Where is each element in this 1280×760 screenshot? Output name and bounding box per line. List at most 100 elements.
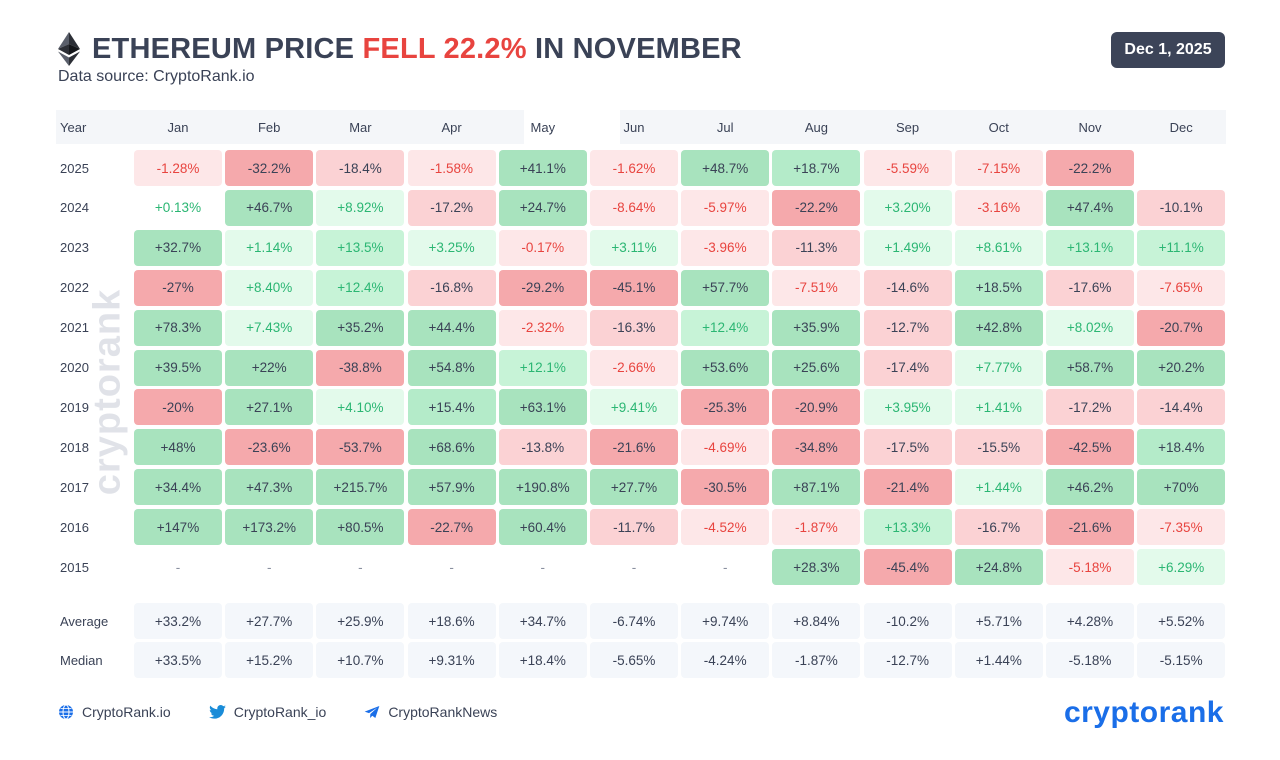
- cell-2021-dec: -20.7%: [1137, 309, 1226, 346]
- summary-median-dec: -5.15%: [1137, 642, 1226, 678]
- summary-label-average: Average: [60, 613, 109, 629]
- year-label-2020: 2020: [60, 360, 89, 375]
- cell-2022-jul: +57.7%: [681, 269, 770, 306]
- cell-2018-sep: -17.5%: [863, 429, 952, 466]
- cell-2023-apr: +3.25%: [407, 229, 496, 266]
- cell-2021-may: -2.32%: [498, 309, 587, 346]
- summary-median-mar: +10.7%: [316, 642, 405, 678]
- cell-2017-may: +190.8%: [498, 469, 587, 506]
- cell-2015-nov: -5.18%: [1046, 549, 1134, 585]
- cell-2022-sep: -14.6%: [863, 269, 952, 306]
- year-label-2025: 2025: [60, 160, 89, 176]
- cell-2020-dec: +20.2%: [1137, 349, 1226, 386]
- header-band: [56, 110, 1226, 144]
- summary-median-jan: +33.5%: [134, 642, 222, 678]
- cell-2016-nov: -21.6%: [1046, 509, 1134, 546]
- cell-2016-jul: -4.52%: [681, 509, 770, 546]
- globe-icon: [59, 704, 73, 720]
- cell-2021-jan: +78.3%: [134, 309, 222, 346]
- watermark: cryptorank: [86, 288, 129, 496]
- summary-median-jun: -5.65%: [590, 642, 678, 678]
- cell-2018-oct: -15.5%: [954, 429, 1043, 466]
- cell-2024-oct: -3.16%: [954, 189, 1043, 226]
- cell-2023-jul: -3.96%: [681, 229, 770, 266]
- cell-2018-dec: +18.4%: [1137, 429, 1226, 466]
- footer-twitter[interactable]: CryptoRank_io: [208, 704, 326, 720]
- cell-2017-jun: +27.7%: [590, 469, 678, 506]
- cell-2025-aug: +18.7%: [772, 150, 861, 186]
- cell-2016-mar: +80.5%: [316, 509, 405, 546]
- cell-2023-may: -0.17%: [498, 229, 587, 266]
- footer-website-label: CryptoRank.io: [82, 704, 171, 720]
- footer-telegram[interactable]: CryptoRankNews: [364, 704, 497, 720]
- cell-2015-apr: -: [449, 559, 454, 575]
- cell-2016-sep: +13.3%: [863, 509, 952, 546]
- year-column-header: Year: [60, 119, 87, 135]
- returns-table: Year Jan Feb Mar Apr May Jun Jul Aug Sep Oct Nov De…: [56, 110, 1226, 678]
- cell-2019-sep: +3.95%: [863, 389, 952, 426]
- year-label-2017: 2017: [60, 479, 89, 495]
- cell-2020-may: +12.1%: [498, 349, 587, 386]
- cell-2017-jul: -30.5%: [681, 469, 770, 506]
- cell-2021-sep: -12.7%: [863, 309, 952, 346]
- cell-2025-nov: -22.2%: [1046, 150, 1134, 186]
- cell-2021-jun: -16.3%: [590, 309, 678, 346]
- cell-2023-jun: +3.11%: [590, 229, 678, 266]
- summary-median-apr: +9.31%: [407, 642, 496, 678]
- cell-2018-nov: -42.5%: [1046, 429, 1134, 466]
- cell-2025-jun: -1.62%: [590, 150, 678, 186]
- cell-2025-feb: -32.2%: [225, 150, 314, 186]
- cell-2015-may: -: [540, 559, 546, 575]
- month-header-sep: Sep: [896, 119, 920, 135]
- cell-2020-nov: +58.7%: [1046, 349, 1134, 386]
- summary-average-feb: +27.7%: [225, 603, 314, 639]
- cell-2019-mar: +4.10%: [316, 389, 405, 426]
- cell-2020-jan: +39.5%: [134, 349, 222, 386]
- cell-2019-aug: -20.9%: [772, 389, 861, 426]
- summary-median-jul: -4.24%: [681, 642, 770, 678]
- cell-2022-mar: +12.4%: [316, 269, 405, 306]
- cell-2020-apr: +54.8%: [407, 349, 496, 386]
- cell-2024-jan: +0.13%: [154, 200, 202, 216]
- cell-2023-sep: +1.49%: [863, 229, 952, 266]
- cell-2021-mar: +35.2%: [316, 309, 405, 346]
- cell-2015-jul: -: [722, 559, 728, 575]
- cell-2024-jun: -8.64%: [590, 189, 678, 226]
- cell-2015-jan: -: [175, 559, 181, 575]
- cell-2022-aug: -7.51%: [772, 269, 861, 306]
- cell-2020-aug: +25.6%: [772, 349, 861, 386]
- summary-average-jul: +9.74%: [681, 603, 770, 639]
- year-label-2016: 2016: [60, 519, 89, 535]
- cell-2023-nov: +13.1%: [1046, 229, 1134, 266]
- cell-2025-jan: -1.28%: [134, 150, 222, 186]
- cell-2023-oct: +8.61%: [954, 229, 1043, 266]
- month-header-jun: Jun: [623, 119, 645, 135]
- cell-2022-may: -29.2%: [498, 269, 587, 306]
- cell-2017-aug: +87.1%: [772, 469, 861, 506]
- cell-2021-oct: +42.8%: [954, 309, 1043, 346]
- data-source-label: Data source: CryptoRank.io: [58, 68, 255, 85]
- cell-2019-jun: +9.41%: [590, 389, 678, 426]
- summary-average-apr: +18.6%: [407, 603, 496, 639]
- year-label-2021: 2021: [60, 320, 89, 336]
- cell-2017-dec: +70%: [1137, 469, 1226, 506]
- cell-2019-jan: -20%: [134, 389, 222, 426]
- title-prefix: ETHEREUM PRICE: [92, 32, 363, 65]
- cell-2021-nov: +8.02%: [1046, 309, 1134, 346]
- cell-2018-jun: -21.6%: [590, 429, 678, 466]
- cell-2016-aug: -1.87%: [772, 509, 861, 546]
- cell-2017-jan: +34.4%: [134, 469, 222, 506]
- cell-2017-nov: +46.2%: [1046, 469, 1134, 506]
- year-label-2018: 2018: [60, 439, 89, 455]
- summary-label-median: Median: [60, 652, 103, 668]
- month-header-mar: Mar: [349, 119, 372, 135]
- cell-2024-dec: -10.1%: [1137, 189, 1226, 226]
- cell-2021-jul: +12.4%: [681, 309, 770, 346]
- cell-2016-dec: -7.35%: [1137, 509, 1226, 546]
- cell-2016-feb: +173.2%: [225, 509, 314, 546]
- cell-2015-aug: +28.3%: [772, 549, 861, 585]
- cell-2021-apr: +44.4%: [407, 309, 496, 346]
- footer-website[interactable]: CryptoRank.io: [58, 704, 171, 720]
- summary-average-jun: -6.74%: [590, 603, 678, 639]
- cell-2020-mar: -38.8%: [316, 349, 405, 386]
